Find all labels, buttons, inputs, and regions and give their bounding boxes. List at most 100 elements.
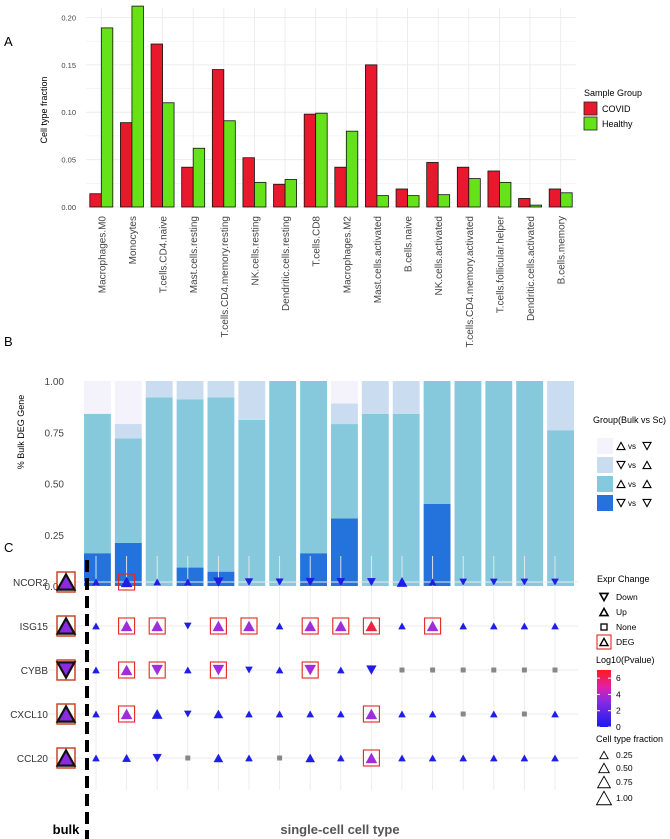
panel-c-separator — [85, 560, 89, 839]
stacked-bar-segment — [114, 424, 142, 439]
separator-dash — [85, 704, 89, 716]
legend-a-swatch-covid — [583, 101, 598, 116]
x-tick-label: Mast.cells.activated — [373, 216, 384, 303]
bulk-down-marker — [55, 661, 77, 680]
x-tick-label: B.cells.naive — [404, 216, 415, 273]
separator-dash — [85, 560, 89, 572]
up-marker — [183, 578, 192, 586]
separator-dash — [85, 794, 89, 806]
panel-b-y-axis-label: % Bulk DEG Gene — [16, 395, 26, 470]
deg-box — [362, 749, 380, 767]
panel-a-label: A — [4, 34, 13, 49]
bar-covid — [456, 166, 470, 208]
legend-expr-title: Expr Change — [597, 574, 650, 584]
legend-size-label: 1.00 — [616, 793, 633, 803]
gene-label: CCL20 — [17, 754, 49, 765]
up-marker — [365, 708, 378, 720]
stacked-bar-segment — [392, 413, 420, 586]
bar-covid — [181, 166, 194, 208]
triangle-up-icon — [598, 606, 610, 617]
square-icon — [600, 623, 608, 631]
gene-label: NCOR2 — [13, 578, 48, 589]
y-tick-label: 0.75 — [45, 428, 65, 439]
panel-c-dot-plot: C NCOR2 ISG15 CYBB CXCL10 CCL20 bulk single-… — [4, 540, 663, 839]
up-marker — [305, 753, 316, 763]
legend-pvalue-title: Log10(Pvalue) — [596, 655, 655, 665]
stacked-bar-segment — [392, 381, 420, 414]
bar-healthy — [376, 195, 389, 208]
stacked-bar-segment — [331, 424, 358, 519]
deg-box — [424, 617, 442, 635]
up-marker — [213, 709, 224, 719]
up-marker — [243, 620, 255, 632]
stacked-bar-segment — [300, 553, 327, 586]
legend-b-title: Group(Bulk vs Sc) — [593, 415, 666, 425]
stacked-bar-segment — [145, 381, 173, 398]
legend-size-title: Cell type fraction — [596, 734, 663, 744]
triangle-down-icon — [598, 592, 610, 603]
up-marker — [275, 710, 284, 718]
stacked-bar-segment — [423, 504, 451, 586]
up-marker — [92, 622, 100, 630]
separator-dash — [85, 596, 89, 608]
x-tick-label: Dendritic.cells.activated — [526, 216, 537, 321]
stacked-bar-segment — [361, 413, 389, 586]
up-marker — [122, 753, 132, 762]
bar-healthy — [284, 179, 297, 208]
deg-box — [56, 615, 76, 637]
stacked-bar-segment — [547, 381, 574, 431]
legend-b-vs: vs — [628, 442, 636, 451]
x-tick-label: T.cells.follicular.helper — [495, 215, 506, 313]
up-marker — [245, 710, 253, 718]
bar-covid — [211, 69, 225, 208]
panel-a-x-tick-labels: Macrophages.M0 Monocytes T.cells.CD4.naive… — [97, 215, 567, 347]
legend-b-vs: vs — [628, 480, 636, 489]
stacked-bar-segment — [207, 397, 235, 572]
deg-box — [56, 659, 76, 681]
y-tick-label: 0.15 — [61, 61, 76, 70]
stacked-bar-segment — [269, 381, 297, 586]
panel-a-bars — [89, 5, 573, 208]
bar-covid — [395, 188, 408, 208]
stacked-bar-segment — [176, 381, 204, 400]
bar-healthy — [529, 204, 542, 208]
deg-box — [118, 617, 136, 635]
legend-a-title: Sample Group — [584, 88, 642, 98]
legend-size-label: 0.75 — [616, 777, 633, 787]
up-marker — [245, 754, 253, 762]
legend-expr-deg: DEG — [616, 637, 634, 647]
y-tick-label: 0.00 — [45, 582, 65, 593]
stacked-bar-segment — [114, 381, 142, 425]
up-marker — [426, 620, 439, 632]
deg-box — [148, 661, 166, 679]
triangle-down-icon — [642, 441, 652, 451]
up-marker — [92, 578, 100, 586]
bar-healthy — [162, 102, 175, 208]
none-marker — [521, 711, 527, 717]
x-tick-label: Macrophages.M2 — [342, 216, 353, 294]
separator-dash — [85, 632, 89, 644]
deg-box — [118, 661, 136, 679]
panel-b-legend: Group(Bulk vs Sc) vs vs vs vs — [593, 415, 666, 511]
up-marker — [551, 622, 559, 630]
triangle-up-icon — [596, 775, 612, 789]
bar-healthy — [100, 27, 114, 208]
stacked-bar-segment — [114, 438, 142, 543]
x-tick-label: B.cells.memory — [557, 216, 568, 284]
none-marker — [277, 755, 283, 761]
up-marker — [520, 622, 529, 630]
y-tick-label: 0.25 — [45, 531, 65, 542]
x-tick-label: T.cells.CD4.memory.activated — [465, 216, 476, 348]
panel-b-label: B — [4, 334, 13, 349]
up-marker — [489, 622, 498, 630]
down-marker — [212, 664, 225, 676]
bar-covid — [518, 198, 531, 208]
bar-healthy — [345, 130, 359, 208]
up-marker — [153, 578, 162, 586]
up-marker — [120, 664, 133, 676]
panel-c-bulk-markers — [55, 571, 77, 769]
bar-covid — [120, 122, 133, 208]
stacked-bar-segment — [547, 430, 574, 586]
bar-covid — [273, 183, 286, 208]
